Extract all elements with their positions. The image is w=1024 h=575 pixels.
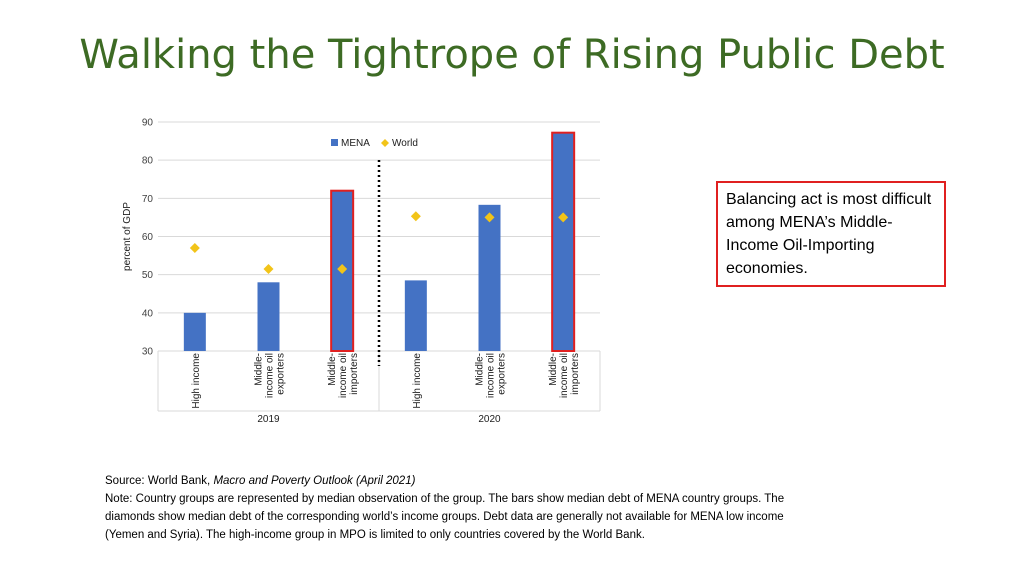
source-publication: Macro and Poverty Outlook (April 2021) [213,475,416,487]
chart: 30 40 50 60 70 80 90 percent of GDP High income M… [100,108,620,438]
x-tick-label-line: Middle- [327,353,338,386]
x-tick-label-line: exporters [276,353,287,395]
y-axis-label: percent of GDP [122,202,133,271]
x-group-label: 2020 [478,414,501,425]
source-line: Source: World Bank, Macro and Poverty Ou… [105,472,825,490]
x-tick-label: High income [191,353,202,409]
x-tick-label-line: importers [570,353,581,395]
source-prefix: Source: World Bank, [105,475,214,487]
bar-mena [551,131,576,353]
x-tick-label: Middle-income oil exporters [254,353,287,398]
bar-mena [404,280,427,351]
bar-mena [478,204,501,351]
diamond-world [484,212,495,223]
y-tick-label: 50 [142,270,154,281]
x-group-label: 2019 [257,414,280,425]
x-tick-label-line: Middle- [254,353,265,386]
y-tick-label: 60 [142,232,154,243]
diamond-world [189,242,200,253]
x-tick-label: Middle-income oil importers [548,353,581,398]
x-tick-label-line: Middle- [475,353,486,386]
callout-text: Balancing act is most difficult among ME… [726,191,932,277]
slide-title: Walking the Tightrope of Rising Public D… [79,32,945,78]
source-note: Source: World Bank, Macro and Poverty Ou… [105,472,825,544]
diamond-world [337,263,348,274]
x-tick-label-line: High income [191,353,202,409]
diamond-world [558,212,569,223]
x-tick-label-line: income oil [486,353,497,398]
y-tick-label: 40 [142,308,154,319]
x-tick-label-line: income oil [338,353,349,398]
bar-mena [183,312,206,351]
x-tick-label-line: High income [412,353,423,409]
x-tick-label-line: income oil [559,353,570,398]
y-tick-label: 70 [142,194,154,205]
legend-swatch-world [381,139,389,147]
x-tick-label-line: income oil [265,353,276,398]
x-tick-label: Middle-income oil exporters [475,353,508,398]
x-tick-label-line: Middle- [548,353,559,386]
legend-label-mena: MENA [341,138,370,149]
legend-label-world: World [392,138,418,149]
diamond-world [263,263,274,274]
x-tick-label-line: exporters [497,353,508,395]
x-tick-label: High income [412,353,423,409]
diamond-world [410,211,421,222]
y-tick-label: 30 [142,347,154,358]
x-tick-label-line: importers [349,353,360,395]
legend-swatch-mena [331,139,338,146]
debt-chart-svg: 30 40 50 60 70 80 90 percent of GDP High income M… [122,118,601,425]
note-text: Note: Country groups are represented by … [105,493,785,541]
x-tick-label: Middle-income oil importers [327,353,360,398]
bar-mena [257,282,280,351]
y-tick-label: 90 [142,118,154,129]
callout-box: Balancing act is most difficult among ME… [716,181,946,287]
y-tick-label: 80 [142,156,154,167]
